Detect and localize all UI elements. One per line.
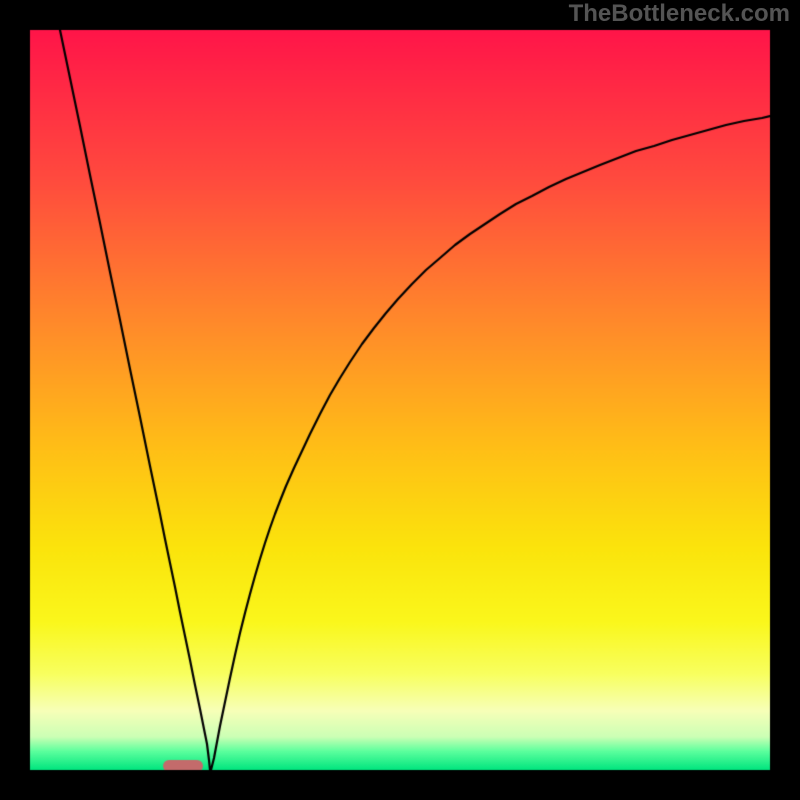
bottleneck-chart: TheBottleneck.com — [0, 0, 800, 800]
chart-canvas — [0, 0, 800, 800]
watermark-label: TheBottleneck.com — [569, 0, 790, 28]
